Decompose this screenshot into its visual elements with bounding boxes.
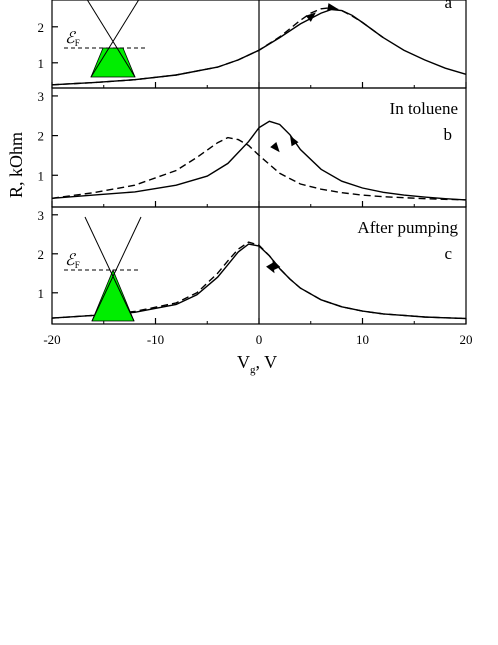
y-tick-label: 2 <box>38 247 45 262</box>
filled-states-icon <box>91 268 135 322</box>
panel-letter: a <box>444 0 452 12</box>
series-dashed <box>51 6 384 86</box>
series-dashed <box>51 136 467 201</box>
panel-letter: c <box>444 244 452 263</box>
fermi-subscript: F <box>75 38 80 48</box>
cone-line <box>91 216 142 322</box>
fermi-subscript: F <box>75 260 80 270</box>
panel-letter: b <box>444 125 453 144</box>
x-tick-label: -10 <box>147 332 164 347</box>
y-tick-label: 2 <box>38 20 45 35</box>
panel-annotation: In toluene <box>390 99 458 118</box>
cone-line <box>90 0 140 78</box>
x-tick-label: 10 <box>356 332 369 347</box>
y-tick-label: 2 <box>38 129 45 144</box>
filled-states-icon <box>90 47 136 78</box>
y-tick-label: 3 <box>38 89 45 104</box>
series-solid <box>51 120 467 201</box>
y-tick-label: 3 <box>38 208 45 223</box>
sweep-arrow <box>266 262 275 274</box>
x-tick-label: 0 <box>256 332 263 347</box>
sweep-arrow <box>290 135 299 147</box>
panel-annotation: After pumping <box>357 218 458 237</box>
fermi-symbol: ℰ <box>65 252 77 269</box>
panel-b: 1 2 3 In toluene b <box>38 87 467 208</box>
dirac-cone-inset: ℰF <box>64 0 146 78</box>
x-tick-label: -20 <box>43 332 60 347</box>
sweep-arrow <box>270 142 280 153</box>
fermi-level-label: ℰF <box>65 30 80 48</box>
x-axis-label-tail: , V <box>256 352 278 372</box>
fermi-symbol: ℰ <box>65 30 77 47</box>
sweep-arrow <box>305 12 316 22</box>
y-tick-label: 1 <box>38 56 45 71</box>
panel-c: 1 2 3 -20 -10 0 10 20 After pumping c ℰF <box>38 206 473 347</box>
x-axis-label: Vg, V <box>237 352 277 376</box>
dirac-cone-inset: ℰF <box>64 216 142 322</box>
x-tick-label: 20 <box>460 332 473 347</box>
sweep-arrow <box>272 259 281 271</box>
panel-a: 1 2 a ℰF <box>38 0 467 89</box>
cone-line <box>86 0 136 78</box>
x-axis-label-main: V <box>237 352 250 372</box>
fermi-level-label: ℰF <box>65 252 80 270</box>
cone-line <box>84 216 135 322</box>
x-axis-label-sub: g <box>250 364 256 376</box>
sweep-arrow <box>327 3 338 12</box>
y-tick-label: 1 <box>38 168 45 183</box>
y-tick-label: 1 <box>38 286 45 301</box>
y-axis-label: R, kOhm <box>6 132 26 198</box>
